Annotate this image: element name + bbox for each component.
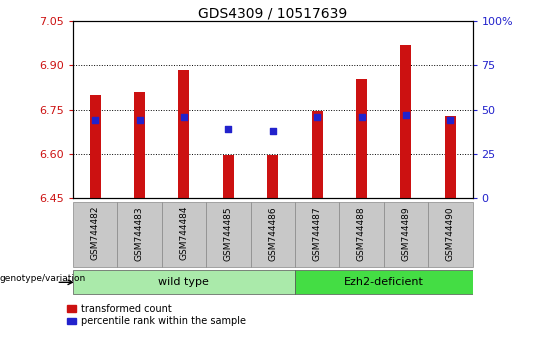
Text: Ezh2-deficient: Ezh2-deficient	[344, 277, 424, 287]
Bar	[134, 92, 145, 198]
Bar	[295, 270, 495, 294]
Text: GSM744487: GSM744487	[313, 206, 322, 261]
Bar	[178, 70, 190, 198]
Bar	[117, 202, 161, 267]
Text: GSM744488: GSM744488	[357, 206, 366, 261]
Point	[135, 118, 144, 123]
Bar	[73, 202, 117, 267]
Point	[180, 114, 188, 120]
Title: GDS4309 / 10517639: GDS4309 / 10517639	[198, 6, 347, 20]
Point	[402, 112, 410, 118]
Point	[446, 118, 455, 123]
Bar	[356, 79, 367, 198]
Point	[91, 118, 99, 123]
Bar	[339, 202, 384, 267]
Text: GSM744484: GSM744484	[179, 206, 188, 261]
Bar	[206, 202, 251, 267]
Point	[268, 128, 277, 134]
Text: GSM744489: GSM744489	[401, 206, 410, 261]
Bar	[295, 202, 339, 267]
Point	[313, 114, 321, 120]
Bar	[73, 270, 295, 294]
Text: GSM744483: GSM744483	[135, 206, 144, 261]
Text: GSM744490: GSM744490	[446, 206, 455, 261]
Text: wild type: wild type	[158, 277, 210, 287]
Bar	[384, 202, 428, 267]
Bar	[445, 116, 456, 198]
Point	[357, 114, 366, 120]
Bar	[223, 155, 234, 198]
Bar	[428, 202, 472, 267]
Bar	[251, 202, 295, 267]
Bar	[161, 202, 206, 267]
Bar	[267, 155, 278, 198]
Bar	[90, 95, 100, 198]
Text: GSM744482: GSM744482	[91, 206, 99, 261]
Text: GSM744485: GSM744485	[224, 206, 233, 261]
Point	[224, 126, 233, 132]
Legend: transformed count, percentile rank within the sample: transformed count, percentile rank withi…	[67, 304, 246, 326]
Bar	[400, 45, 411, 198]
Bar	[312, 111, 323, 198]
Text: GSM744486: GSM744486	[268, 206, 277, 261]
Text: genotype/variation: genotype/variation	[0, 274, 86, 283]
